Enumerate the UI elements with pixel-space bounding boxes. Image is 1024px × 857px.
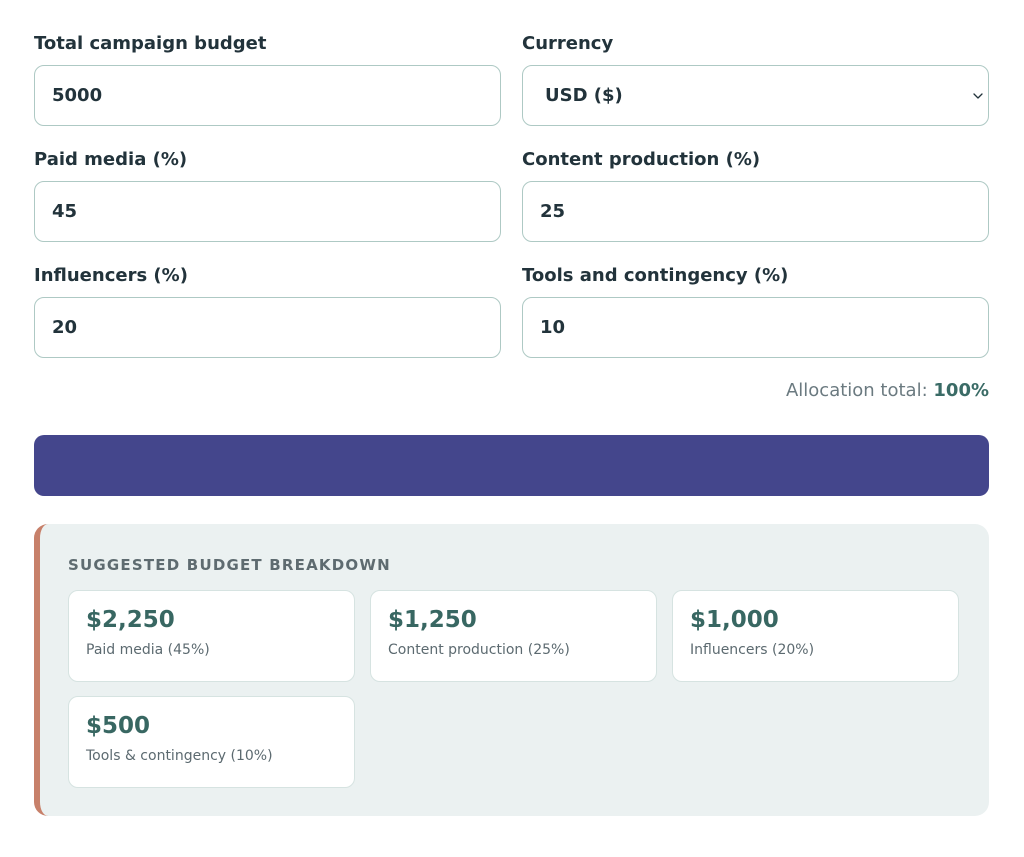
- card-amount: $1,250: [388, 607, 477, 633]
- budget-field: Total campaign budget 5000: [34, 30, 501, 126]
- card-amount: $1,000: [690, 607, 779, 633]
- budget-value: 5000: [52, 85, 103, 106]
- allocation-total: Allocation total: 100%: [786, 380, 989, 401]
- tools-label: Tools and contingency (%): [522, 265, 789, 286]
- card-description: Paid media (45%): [86, 642, 210, 658]
- content-production-field: Content production (%) 25: [522, 146, 989, 242]
- paid-media-input[interactable]: 45: [34, 181, 501, 242]
- allocation-label: Allocation total:: [785, 380, 928, 401]
- breakdown-card: $500 Tools & contingency (10%): [68, 696, 355, 788]
- budget-breakdown-panel: SUGGESTED BUDGET BREAKDOWN $2,250 Paid m…: [34, 524, 989, 816]
- paid-media-field: Paid media (%) 45: [34, 146, 501, 242]
- card-amount: $2,250: [86, 607, 175, 633]
- budget-input[interactable]: 5000: [34, 65, 501, 126]
- tools-field: Tools and contingency (%) 10: [522, 262, 989, 358]
- content-production-value: 25: [540, 201, 566, 222]
- currency-field: Currency USD ($): [522, 30, 989, 126]
- influencers-input[interactable]: 20: [34, 297, 501, 358]
- influencers-field: Influencers (%) 20: [34, 262, 501, 358]
- breakdown-card: $1,250 Content production (25%): [370, 590, 657, 682]
- influencers-label: Influencers (%): [34, 265, 188, 286]
- card-description: Influencers (20%): [690, 642, 815, 658]
- breakdown-card: $2,250 Paid media (45%): [68, 590, 355, 682]
- calculate-button[interactable]: [34, 435, 989, 496]
- chevron-down-icon: [972, 90, 984, 102]
- tools-input[interactable]: 10: [522, 297, 989, 358]
- card-description: Content production (25%): [388, 642, 570, 658]
- paid-media-value: 45: [52, 201, 78, 222]
- allocation-value: 100%: [933, 380, 989, 401]
- currency-select[interactable]: USD ($): [522, 65, 989, 126]
- budget-label: Total campaign budget: [34, 33, 267, 54]
- influencers-value: 20: [52, 317, 78, 338]
- breakdown-title: SUGGESTED BUDGET BREAKDOWN: [68, 556, 391, 574]
- content-production-label: Content production (%): [522, 149, 761, 170]
- tools-value: 10: [540, 317, 566, 338]
- form-grid: Total campaign budget 5000 Currency USD …: [34, 30, 989, 358]
- card-description: Tools & contingency (10%): [86, 748, 273, 764]
- currency-label: Currency: [522, 33, 614, 54]
- content-production-input[interactable]: 25: [522, 181, 989, 242]
- currency-value: USD ($): [545, 85, 623, 106]
- breakdown-card: $1,000 Influencers (20%): [672, 590, 959, 682]
- card-amount: $500: [86, 713, 151, 739]
- paid-media-label: Paid media (%): [34, 149, 188, 170]
